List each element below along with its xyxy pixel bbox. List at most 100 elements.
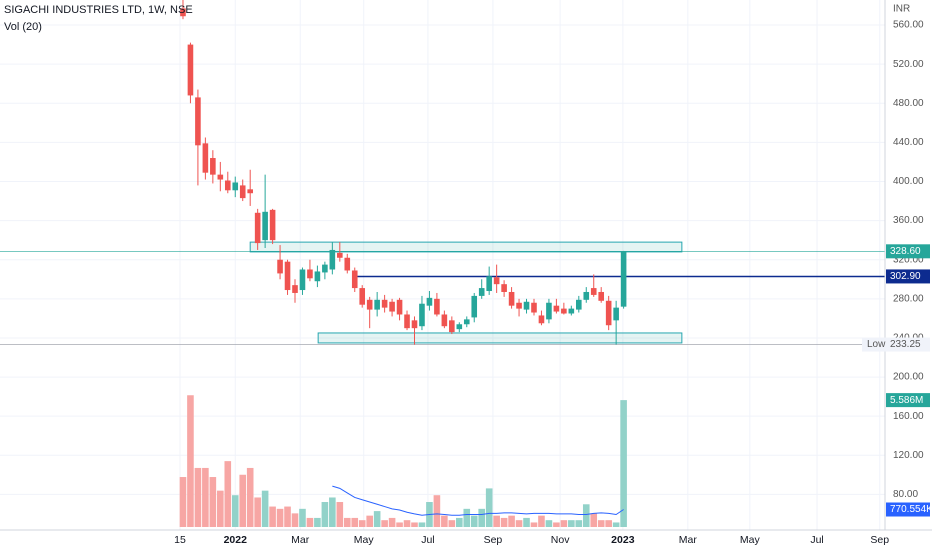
volume-bar xyxy=(545,520,553,527)
candle-body xyxy=(180,8,186,17)
volume-bar xyxy=(246,467,254,527)
candle-body xyxy=(322,264,328,273)
volume-bar xyxy=(448,520,456,527)
candle-body xyxy=(262,211,268,241)
candle-body xyxy=(419,303,425,327)
candle-body xyxy=(478,288,485,296)
x-tick-label: Sep xyxy=(484,534,503,546)
candle-body xyxy=(210,158,216,175)
candle-body xyxy=(561,308,567,314)
candle-body xyxy=(463,319,470,325)
candle-body xyxy=(568,308,575,314)
volume-bar xyxy=(485,488,493,527)
low-label-bg xyxy=(886,337,930,352)
volume-bar xyxy=(351,517,359,527)
volume-bar xyxy=(433,495,441,527)
volume-label-bg xyxy=(886,393,930,408)
volume-bar xyxy=(508,515,515,527)
y-tick-label: 280.00 xyxy=(893,293,924,304)
candle-body xyxy=(523,301,530,310)
candle-body xyxy=(381,299,388,308)
volume-bar xyxy=(515,520,523,527)
candle-body xyxy=(605,300,612,326)
x-tick-label: Jul xyxy=(810,534,823,546)
volume-bar xyxy=(620,400,627,527)
candle-body xyxy=(456,324,463,330)
volume-bar xyxy=(470,515,478,527)
volume-label: 5.586M xyxy=(890,395,923,406)
volume-bar xyxy=(358,520,366,527)
volume-bar xyxy=(366,515,373,527)
y-tick-label: 320.00 xyxy=(893,254,924,265)
candle-body xyxy=(224,180,231,191)
candle-body xyxy=(404,314,410,329)
candle-body xyxy=(254,212,261,244)
candle-body xyxy=(187,44,194,96)
volume-bar xyxy=(261,490,269,527)
candle-body xyxy=(284,261,291,291)
candle-body xyxy=(449,320,455,333)
indicator-label: Vol (20) xyxy=(4,21,42,33)
candle-body xyxy=(411,320,418,329)
x-tick-label: 15 xyxy=(174,534,186,546)
candle-body xyxy=(531,302,537,313)
volume-bar xyxy=(179,477,187,527)
candle-body xyxy=(217,174,224,180)
x-tick-label: 2022 xyxy=(224,534,248,546)
volume-bar xyxy=(478,508,486,527)
y-tick-label: 560.00 xyxy=(893,20,924,31)
candle-body xyxy=(516,302,522,309)
volume-bar xyxy=(388,517,396,527)
volume-bar xyxy=(217,490,224,527)
candle-body xyxy=(583,291,590,300)
low-tag: Low xyxy=(867,339,886,350)
volume-bar xyxy=(314,517,321,527)
volume-bar xyxy=(202,467,209,527)
candle-body xyxy=(351,270,358,289)
volume-bar xyxy=(224,461,232,527)
candle-body xyxy=(337,252,343,258)
zone-box xyxy=(317,332,683,344)
volume-bar xyxy=(612,522,620,527)
volume-bar xyxy=(209,477,217,527)
volume-bar xyxy=(411,522,418,527)
volume-bar xyxy=(582,504,590,527)
volume-bar xyxy=(381,520,388,527)
volume-bar xyxy=(269,506,276,527)
y-tick-label: 520.00 xyxy=(893,59,924,70)
volume-bar xyxy=(239,474,247,527)
candle-body xyxy=(344,257,351,271)
candle-body xyxy=(389,301,395,312)
volume-bar xyxy=(500,517,508,527)
volume-bar xyxy=(336,502,344,527)
x-tick-label: May xyxy=(740,534,761,546)
price-label: 328.60 xyxy=(890,246,921,257)
volume-ma xyxy=(332,485,624,516)
volume-bar xyxy=(321,502,329,527)
x-tick-label: Mar xyxy=(679,534,698,546)
y-tick-label: 120.00 xyxy=(893,450,924,461)
volume-bar xyxy=(523,517,530,527)
volume-bar xyxy=(456,517,463,527)
y-tick-label: 480.00 xyxy=(893,98,924,109)
candle-body xyxy=(329,249,336,270)
volume-bar xyxy=(254,497,261,527)
y-tick-label: 440.00 xyxy=(893,137,924,148)
candle-body xyxy=(546,302,552,320)
y-tick-label: 160.00 xyxy=(893,411,924,422)
candle-body xyxy=(553,305,560,312)
candle-body xyxy=(232,182,239,191)
volume-bar xyxy=(560,520,568,527)
candle-body xyxy=(299,269,306,291)
candle-body xyxy=(501,284,507,292)
volume-bar xyxy=(343,517,351,527)
volume-ma-label-bg xyxy=(886,502,930,517)
price-label: 302.90 xyxy=(890,271,921,282)
candle-body xyxy=(538,315,545,324)
y-tick-label: 360.00 xyxy=(893,215,924,226)
volume-bar xyxy=(291,513,299,527)
y-tick-label: 400.00 xyxy=(893,176,924,187)
volume-bar xyxy=(373,511,381,527)
volume-bar xyxy=(187,395,194,527)
